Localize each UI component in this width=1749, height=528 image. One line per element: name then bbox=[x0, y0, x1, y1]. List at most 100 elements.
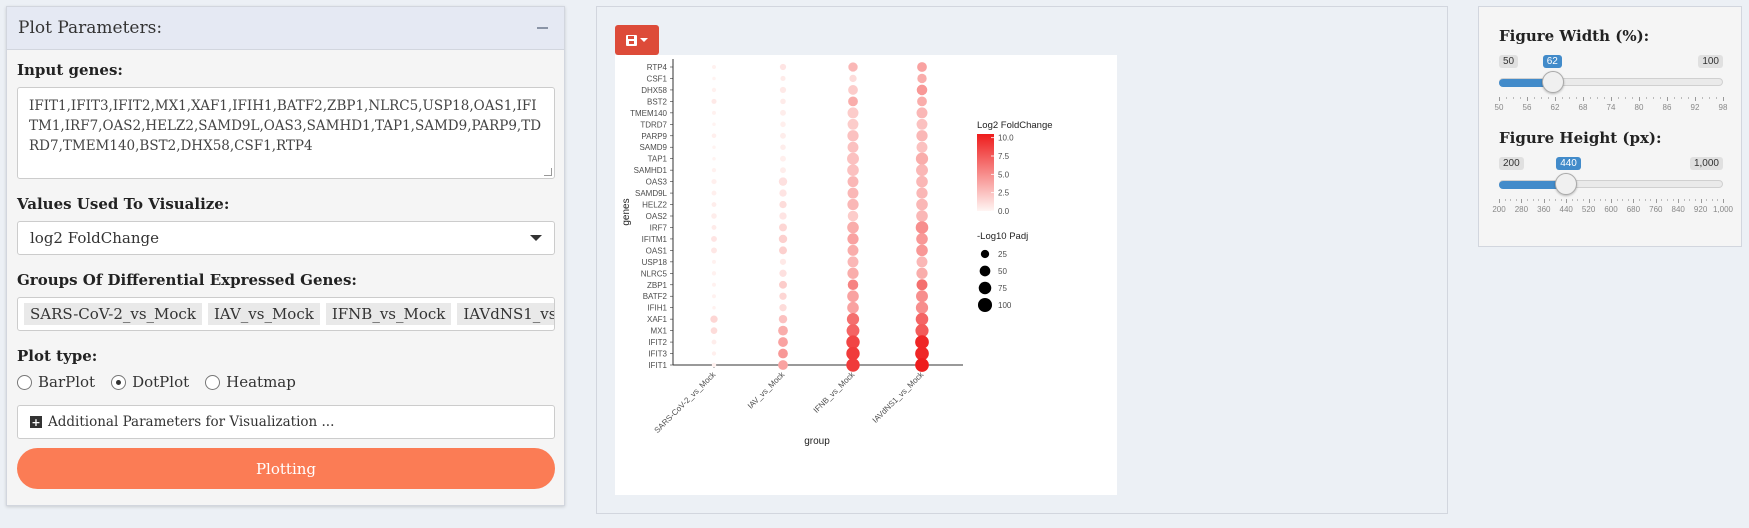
slider-tick bbox=[1667, 97, 1668, 101]
radio-button[interactable] bbox=[205, 374, 221, 390]
slider-minor-tick bbox=[1653, 97, 1654, 99]
slider-tick-label: 840 bbox=[1671, 205, 1685, 214]
gene-tick-label: MX1 bbox=[651, 327, 668, 336]
dot bbox=[847, 279, 859, 291]
slider-tick-label: 280 bbox=[1514, 205, 1529, 214]
slider-minor-tick bbox=[1674, 97, 1675, 99]
dot bbox=[848, 85, 858, 95]
size-legend-label: 75 bbox=[998, 284, 1007, 293]
plotting-button[interactable]: Plotting bbox=[17, 448, 555, 489]
dot bbox=[847, 233, 859, 245]
height-max: 1,000 bbox=[1689, 157, 1723, 170]
slider-tick bbox=[1521, 199, 1523, 203]
radio-button-checked[interactable] bbox=[111, 374, 127, 390]
gene-tick-label: CSF1 bbox=[647, 74, 668, 83]
dot bbox=[917, 96, 927, 107]
slider-minor-tick bbox=[1534, 97, 1535, 99]
slider-minor-tick bbox=[1569, 97, 1570, 99]
dot bbox=[778, 177, 788, 186]
width-slider-label: Figure Width (%): bbox=[1499, 27, 1650, 45]
slider-tick-label: 360 bbox=[1537, 205, 1551, 214]
radio-barplot[interactable]: BarPlot bbox=[17, 373, 95, 391]
group-tag[interactable]: IAVdNS1_vs_Mock bbox=[457, 303, 554, 325]
dot bbox=[779, 292, 787, 300]
slider-minor-tick bbox=[1515, 199, 1517, 201]
values-used-select[interactable]: log2 FoldChange bbox=[17, 221, 555, 255]
dot bbox=[917, 62, 927, 72]
input-genes-textarea[interactable]: IFIT1,IFIT3,IFIT2,MX1,XAF1,IFIH1,BATF2,Z… bbox=[17, 87, 555, 179]
dot bbox=[779, 269, 787, 277]
groups-multiselect[interactable]: SARS-CoV-2_vs_Mock IAV_vs_Mock IFNB_vs_M… bbox=[17, 297, 555, 331]
group-tag[interactable]: SARS-CoV-2_vs_Mock bbox=[24, 303, 202, 325]
height-slider-handle[interactable] bbox=[1555, 173, 1578, 195]
radio-heatmap[interactable]: Heatmap bbox=[205, 373, 296, 391]
gene-tick-label: DHX58 bbox=[641, 86, 667, 95]
gene-tick-label: BST2 bbox=[647, 97, 668, 106]
gene-tick-label: IFIH1 bbox=[647, 304, 667, 313]
slider-tick bbox=[1655, 199, 1657, 203]
slider-minor-tick bbox=[1604, 97, 1605, 99]
gene-tick-label: SAMD9 bbox=[639, 143, 667, 152]
slider-minor-tick bbox=[1532, 199, 1534, 201]
dot bbox=[916, 256, 928, 268]
group-tick-label: IFNB_vs_Mock bbox=[812, 369, 857, 414]
gene-tick-label: IFITM1 bbox=[642, 235, 668, 244]
group-tag[interactable]: IFNB_vs_Mock bbox=[325, 303, 452, 325]
dot bbox=[916, 164, 928, 177]
height-slider-label: Figure Height (px): bbox=[1499, 129, 1662, 147]
radio-dotplot[interactable]: DotPlot bbox=[111, 373, 189, 391]
dot bbox=[915, 346, 929, 361]
size-legend-label: 100 bbox=[998, 301, 1012, 310]
radio-label: DotPlot bbox=[132, 373, 190, 391]
additional-parameters-toggle[interactable]: + Additional Parameters for Visualizatio… bbox=[17, 405, 555, 439]
dot bbox=[711, 179, 717, 185]
slider-minor-tick bbox=[1711, 199, 1713, 201]
radio-label: Heatmap bbox=[226, 373, 296, 391]
dot bbox=[847, 256, 859, 268]
dot bbox=[779, 189, 787, 197]
chevron-down-icon bbox=[530, 235, 542, 241]
slider-tick-label: 86 bbox=[1662, 103, 1672, 112]
save-dropdown-button[interactable] bbox=[615, 25, 659, 55]
group-tag[interactable]: IAV_vs_Mock bbox=[207, 303, 320, 325]
values-used-selected: log2 FoldChange bbox=[30, 229, 159, 247]
slider-tick bbox=[1639, 97, 1640, 101]
plot-type-label: Plot type: bbox=[17, 347, 98, 365]
slider-minor-tick bbox=[1599, 199, 1601, 201]
slider-minor-tick bbox=[1541, 97, 1542, 99]
slider-minor-tick bbox=[1632, 97, 1633, 99]
width-slider-handle[interactable] bbox=[1541, 71, 1564, 93]
dot bbox=[846, 324, 860, 338]
slider-minor-tick bbox=[1555, 199, 1556, 201]
figure-size-panel: Figure Width (%): 50 100 62 50 56 62 68 74 80… bbox=[1478, 6, 1742, 247]
caret-down-icon bbox=[640, 38, 648, 42]
slider-tick bbox=[1611, 97, 1612, 101]
size-legend-dot bbox=[977, 297, 993, 313]
slider-tick-label: 1,000 bbox=[1712, 205, 1734, 214]
resize-grip-icon[interactable] bbox=[544, 168, 552, 176]
dot bbox=[711, 225, 717, 230]
width-slider-ticks: 50 56 62 68 74 80 86 92 98 bbox=[1495, 97, 1727, 112]
dot bbox=[712, 282, 716, 287]
slider-tick bbox=[1633, 199, 1635, 203]
dot bbox=[847, 290, 859, 303]
slider-tick-label: 50 bbox=[1494, 103, 1504, 112]
dot bbox=[846, 346, 860, 361]
slider-minor-tick bbox=[1590, 97, 1591, 99]
dot bbox=[711, 190, 717, 196]
collapse-button[interactable] bbox=[531, 17, 553, 39]
height-slider-ticks: 200 280 360 440 520 600 680 760 840 920 1,000 bbox=[1492, 199, 1733, 214]
dot bbox=[916, 267, 928, 279]
dot bbox=[711, 133, 717, 139]
slider-tick-label: 680 bbox=[1626, 205, 1641, 214]
y-axis-label: genes bbox=[621, 198, 632, 225]
dot bbox=[847, 176, 859, 188]
slider-minor-tick bbox=[1527, 199, 1528, 201]
dot bbox=[916, 107, 928, 119]
slider-minor-tick bbox=[1709, 97, 1710, 99]
slider-tick-label: 520 bbox=[1581, 205, 1596, 214]
slider-minor-tick bbox=[1644, 199, 1646, 201]
color-legend-label: 7.5 bbox=[998, 152, 1010, 161]
dot bbox=[779, 223, 787, 232]
radio-button[interactable] bbox=[17, 374, 32, 390]
